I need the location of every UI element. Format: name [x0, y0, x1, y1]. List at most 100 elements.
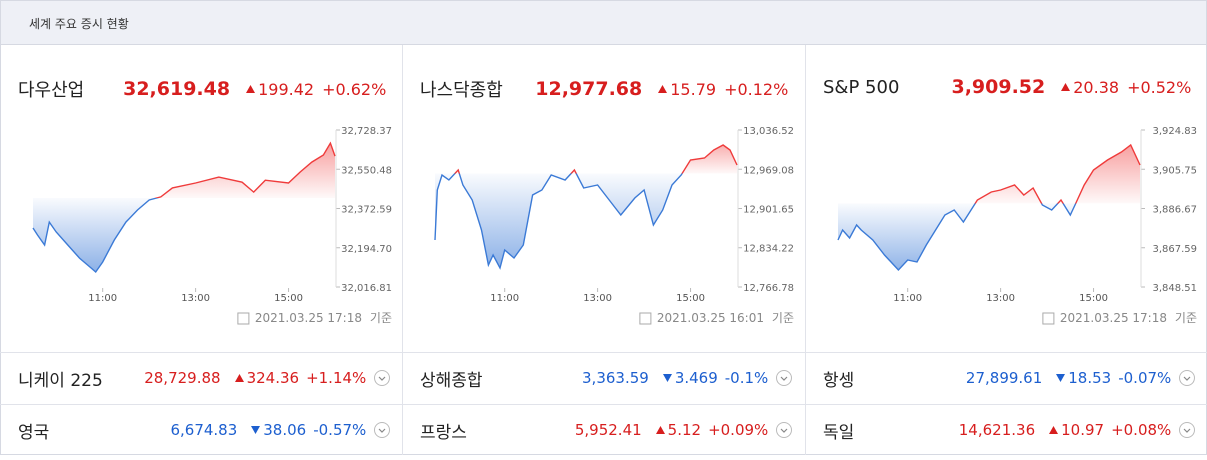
index-quote: 3,363.59 3.469 -0.1% — [582, 369, 793, 387]
direction-arrow — [655, 426, 665, 434]
expand-button[interactable] — [1179, 370, 1196, 386]
basis-label: 기준 — [370, 311, 392, 325]
direction-arrow — [662, 374, 672, 382]
arrow-shape — [662, 374, 672, 382]
x-tick-label: 15:00 — [676, 293, 705, 304]
y-tick-label: 3,848.51 — [1152, 283, 1197, 294]
chart: 3,924.83 3,905.75 3,886.67 3,867.59 3,848.51… — [837, 126, 1197, 325]
chart: 32,728.37 32,550.48 32,372.59 32,194.70 32,0… — [32, 126, 392, 325]
index-row: 프랑스 5,952.41 5.12 +0.09% — [420, 404, 793, 456]
direction-arrow — [1061, 83, 1071, 91]
price-line — [32, 141, 336, 274]
index-title-row: 나스닥종합 12,977.68 15.79 +0.12% — [420, 76, 788, 102]
button-circle — [1179, 422, 1196, 438]
area-fill — [435, 145, 737, 268]
calendar-icon — [1042, 312, 1055, 325]
index-change: 20.38 — [1073, 77, 1120, 97]
index-quote: 12,977.68 15.79 +0.12% — [535, 78, 788, 100]
x-tick-label: 15:00 — [274, 293, 303, 304]
chevron — [378, 376, 386, 381]
index-row: 항셍 27,899.61 18.53 -0.07% — [823, 352, 1196, 404]
index-name: 상해종합 — [420, 370, 483, 391]
index-change-pct: +0.12% — [724, 79, 789, 99]
x-tick-label: 13:00 — [986, 293, 1015, 304]
index-name: 영국 — [18, 422, 50, 443]
index-row: 상해종합 3,363.59 3.469 -0.1% — [420, 352, 793, 404]
expand-button[interactable] — [776, 370, 793, 386]
y-tick-label: 32,372.59 — [341, 205, 392, 216]
index-price: 3,909.52 — [951, 76, 1046, 98]
index-quote: 27,899.61 18.53 -0.07% — [966, 369, 1196, 387]
y-tick-label: 12,901.65 — [743, 205, 794, 216]
y-tick-label: 32,728.37 — [341, 126, 392, 137]
index-quote: 3,909.52 20.38 +0.52% — [951, 76, 1191, 98]
row-separator — [0, 404, 1207, 405]
y-tick-label: 3,924.83 — [1152, 126, 1197, 137]
arrow-shape — [1056, 374, 1066, 382]
index-title-row: S&P 500 3,909.52 20.38 +0.52% — [823, 76, 1191, 98]
expand-button[interactable] — [776, 422, 793, 438]
index-change: 324.36 — [246, 369, 300, 387]
index-name: S&P 500 — [823, 76, 900, 98]
calendar-icon — [237, 312, 250, 325]
x-tick-label: 11:00 — [490, 293, 519, 304]
area-fill — [33, 143, 335, 272]
index-price: 12,977.68 — [535, 78, 643, 100]
index-change-pct: +1.14% — [306, 369, 367, 387]
area-fill — [838, 145, 1140, 270]
expand-button[interactable] — [1179, 422, 1196, 438]
x-tick-label: 11:00 — [88, 293, 117, 304]
x-tick-label: 11:00 — [893, 293, 922, 304]
index-row: 영국 6,674.83 38.06 -0.57% — [18, 404, 391, 456]
basis-label: 기준 — [772, 311, 794, 325]
index-price: 6,674.83 — [170, 421, 238, 439]
y-tick-label: 32,194.70 — [341, 244, 392, 255]
arrow-shape — [234, 374, 244, 382]
x-tick-label: 13:00 — [583, 293, 612, 304]
y-tick-label: 32,016.81 — [341, 283, 392, 294]
expand-button[interactable] — [374, 370, 391, 386]
column-separator — [805, 45, 806, 455]
arrow-shape — [655, 426, 665, 434]
direction-arrow — [1049, 426, 1059, 434]
y-tick-label: 3,886.67 — [1152, 205, 1197, 216]
basis-label: 기준 — [1175, 311, 1197, 325]
direction-arrow — [234, 374, 244, 382]
direction-arrow — [658, 85, 668, 93]
index-price: 5,952.41 — [574, 421, 642, 439]
chevron — [378, 428, 386, 433]
index-name: 다우산업 — [18, 80, 85, 101]
arrow-shape — [658, 85, 668, 93]
timestamp: 2021.03.25 17:18 — [255, 311, 362, 325]
index-price: 3,363.59 — [582, 369, 649, 387]
index-row: 니케이 225 28,729.88 324.36 +1.14% — [18, 352, 391, 404]
index-quote: 14,621.36 10.97 +0.08% — [959, 421, 1196, 439]
index-change: 38.06 — [263, 421, 307, 439]
arrow-shape — [1049, 426, 1059, 434]
calendar-icon — [639, 312, 652, 325]
y-tick-label: 12,969.08 — [743, 165, 794, 176]
index-change: 3.469 — [674, 369, 718, 387]
timestamp: 2021.03.25 17:18 — [1060, 311, 1167, 325]
row-separator — [0, 352, 1207, 353]
index-price: 32,619.48 — [123, 78, 231, 100]
timestamp: 2021.03.25 16:01 — [657, 311, 764, 325]
index-quote: 5,952.41 5.12 +0.09% — [574, 421, 793, 439]
index-price: 14,621.36 — [958, 421, 1036, 439]
button-circle — [776, 422, 793, 438]
button-circle — [1179, 370, 1196, 386]
expand-button[interactable] — [374, 422, 391, 438]
index-change-pct: +0.08% — [1111, 421, 1172, 439]
header-title: 세계 주요 증시 현황 — [0, 0, 1207, 45]
index-change-pct: -0.07% — [1118, 369, 1172, 387]
index-change-pct: -0.1% — [724, 369, 769, 387]
y-tick-label: 3,867.59 — [1152, 244, 1197, 255]
index-row: 독일 14,621.36 10.97 +0.08% — [823, 404, 1196, 456]
chevron — [780, 428, 788, 433]
y-tick-label: 12,834.22 — [743, 244, 794, 255]
index-change-pct: -0.57% — [313, 421, 367, 439]
index-name: 독일 — [823, 422, 855, 443]
x-tick-label: 13:00 — [181, 293, 210, 304]
index-change: 15.79 — [670, 79, 717, 99]
x-tick-label: 15:00 — [1079, 293, 1108, 304]
